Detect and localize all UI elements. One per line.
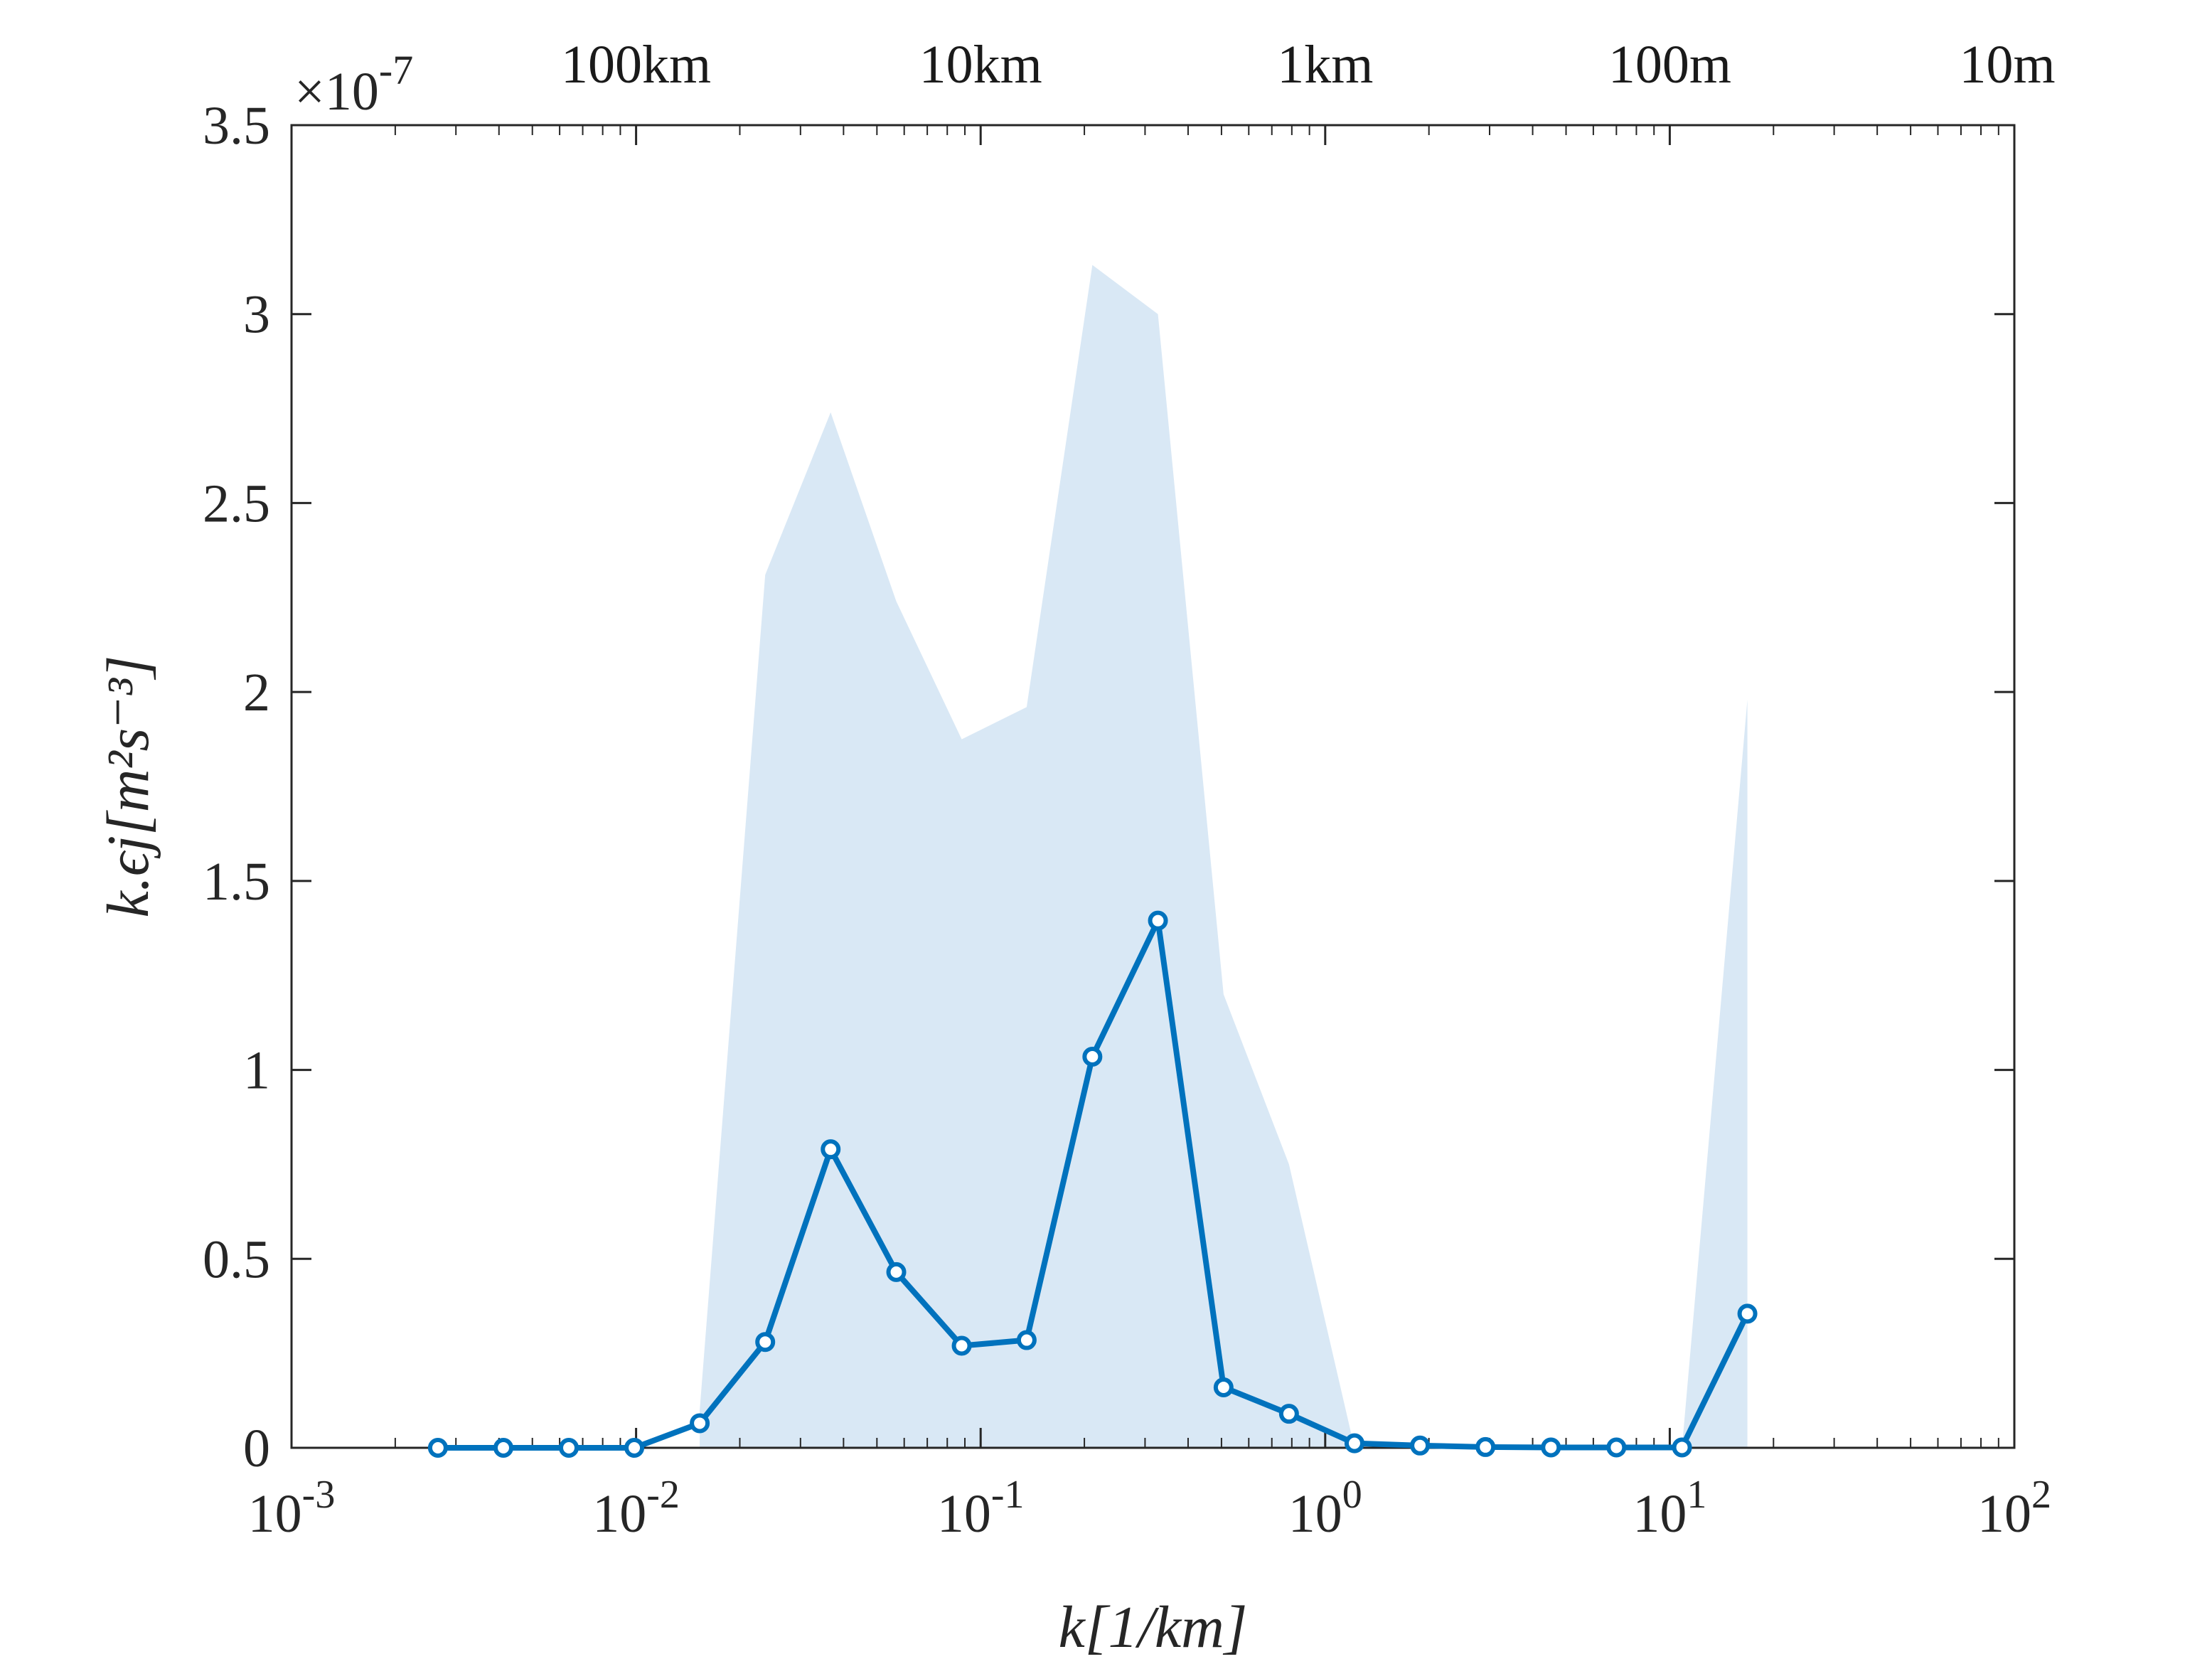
- series-point: [1410, 1435, 1431, 1456]
- y-tick-label: 3: [243, 285, 270, 345]
- series-point: [624, 1438, 645, 1458]
- y-tick-label: 1.5: [203, 852, 270, 912]
- series-point: [559, 1438, 579, 1458]
- top-scale-label: 100km: [561, 35, 711, 95]
- series-point: [1737, 1303, 1758, 1324]
- series-point: [493, 1438, 513, 1458]
- band-layer: [700, 265, 1748, 1449]
- y-tick-label: 0.5: [203, 1229, 270, 1289]
- top-scale-label: 10km: [919, 35, 1042, 95]
- series-point: [1148, 910, 1168, 931]
- y-multiplier-label: ×10-7: [294, 47, 413, 122]
- x-tick-label: 10-3: [248, 1473, 336, 1544]
- y-tick-label: 2: [243, 663, 270, 722]
- series-point: [1606, 1437, 1627, 1458]
- series-layer: [427, 910, 1758, 1458]
- series-point: [1672, 1437, 1692, 1458]
- top-scale-label: 1km: [1277, 35, 1373, 95]
- series-point: [951, 1335, 972, 1356]
- series-point: [886, 1261, 907, 1282]
- minor-tick-layer: [394, 125, 1999, 1448]
- series-point: [690, 1413, 710, 1434]
- x-axis-label: k[1/km]: [1059, 1594, 1248, 1659]
- top-scale-label: 10m: [1959, 35, 2055, 95]
- major-tick-layer: [290, 124, 2016, 1449]
- plot-frame: [290, 124, 2016, 1449]
- y-tick-label: 0: [243, 1419, 270, 1478]
- series-point: [1541, 1437, 1561, 1458]
- range-band: [700, 265, 1748, 1449]
- series-point: [427, 1438, 448, 1458]
- x-tick-label: 102: [1977, 1473, 2051, 1544]
- series-point: [755, 1332, 776, 1353]
- series-point: [1344, 1433, 1364, 1453]
- series-point: [1475, 1436, 1496, 1457]
- series-point: [1213, 1377, 1234, 1397]
- top-scale-label: 100m: [1608, 35, 1731, 95]
- y-tick-label: 3.5: [203, 96, 270, 156]
- series-point: [1016, 1330, 1037, 1350]
- series-point: [1278, 1404, 1299, 1424]
- y-tick-label: 1: [243, 1041, 270, 1101]
- x-tick-label: 10-2: [592, 1473, 680, 1544]
- series-point: [821, 1139, 841, 1160]
- series-point: [1082, 1046, 1103, 1067]
- y-axis-label: k.ϵj[m²s⁻³]: [95, 656, 161, 918]
- y-tick-label: 2.5: [203, 474, 270, 533]
- x-tick-label: 101: [1633, 1473, 1706, 1544]
- x-tick-label: 10-1: [937, 1473, 1025, 1544]
- label-layer: 10-3 10-2 10-1 100 101 102 0 0.5 1 1.5 2 2.5 3 3.5 100…: [95, 35, 2056, 1659]
- x-tick-label: 100: [1288, 1473, 1362, 1544]
